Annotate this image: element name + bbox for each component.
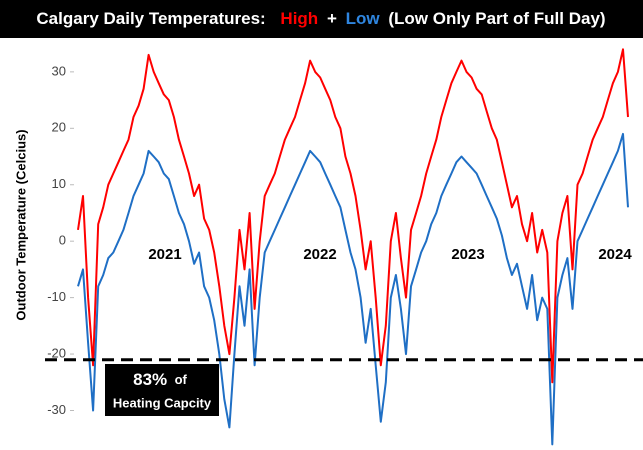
y-tick-label: -20 [47,345,66,360]
y-tick-label: -30 [47,402,66,417]
title-text: Calgary Daily Temperatures: [36,9,265,28]
title-low: Low [346,9,381,28]
year-label: 2023 [451,246,484,263]
title-high: High [280,9,318,28]
annotation-text: Heating Capcity [113,395,212,410]
title-plus: + [327,9,337,28]
series-line [77,48,629,384]
title-text: (Low Only Part of Full Day) [388,9,605,28]
annotation-percent: 83% [133,370,167,389]
series-line [77,132,629,446]
year-label: 2024 [598,246,632,263]
y-tick-label: 20 [52,120,66,135]
y-tick-label: 10 [52,176,66,191]
y-axis-label: Outdoor Temperature (Celcius) [13,129,28,320]
title-bar [0,0,643,38]
y-tick-label: 30 [52,63,66,78]
year-label: 2021 [148,246,181,263]
plot-area: -30 -20 -10 0 10 20 30 2021 2022 2023 2024 [47,48,632,446]
annotation: 83% of [133,370,187,389]
chart-title: Calgary Daily Temperatures: High + Low (… [36,9,605,28]
y-tick-label: -10 [47,289,66,304]
y-tick-label: 0 [59,233,66,248]
annotation-of: of [175,372,188,387]
annotation-box [105,364,219,416]
year-label: 2022 [303,246,336,263]
